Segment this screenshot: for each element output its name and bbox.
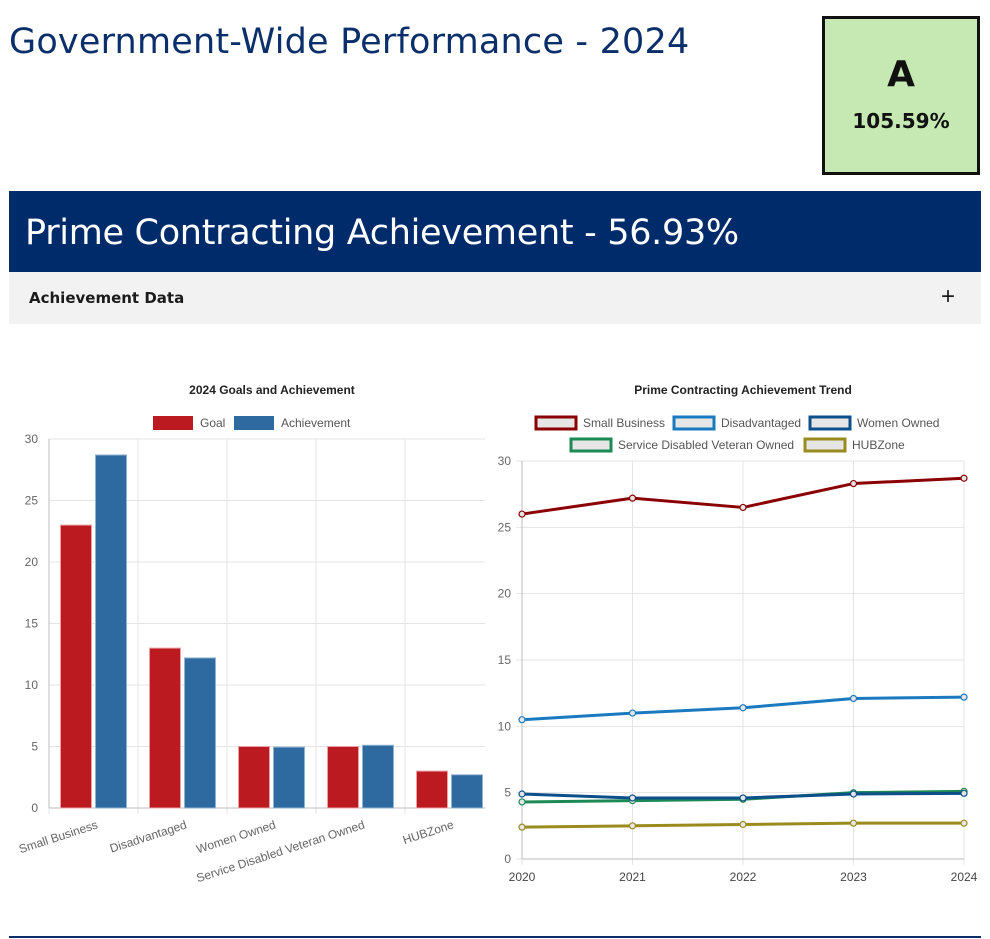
- y-tick-label: 15: [498, 653, 512, 667]
- bar: [451, 774, 483, 809]
- data-point: [518, 798, 526, 806]
- y-tick-label: 20: [498, 587, 512, 601]
- grade-percent: 105.59%: [852, 109, 950, 133]
- data-point: [628, 794, 637, 802]
- data-point: [518, 823, 526, 831]
- y-tick-label: 10: [25, 678, 39, 692]
- x-tick-label: Service Disabled Veteran Owned: [195, 818, 367, 886]
- accordion-label: Achievement Data: [29, 289, 185, 307]
- grade-letter: A: [887, 54, 915, 95]
- data-point: [518, 510, 526, 518]
- x-tick-label: 2023: [840, 870, 867, 884]
- x-tick-label: HUBZone: [401, 817, 456, 847]
- legend-label: Small Business: [583, 416, 665, 430]
- data-point: [628, 494, 637, 502]
- legend-swatch: [153, 416, 193, 430]
- bar: [238, 746, 270, 809]
- y-tick-label: 0: [504, 852, 511, 866]
- data-point: [628, 822, 637, 830]
- y-tick-label: 0: [31, 801, 38, 815]
- legend-label: Service Disabled Veteran Owned: [618, 438, 794, 452]
- y-tick-label: 20: [25, 555, 39, 569]
- chart-title: 2024 Goals and Achievement: [189, 383, 355, 397]
- chart-title: Prime Contracting Achievement Trend: [634, 383, 852, 397]
- bar: [273, 746, 305, 809]
- bar: [149, 647, 181, 809]
- data-point: [739, 820, 747, 829]
- section-title: Prime Contracting Achievement - 56.93%: [25, 213, 739, 253]
- legend-swatch: [534, 415, 578, 431]
- data-point: [518, 790, 526, 798]
- trend-line-chart: Prime Contracting Achievement Trend Small…: [498, 383, 978, 884]
- goals-bar-chart: 2024 Goals and Achievement Goal Achievemen…: [17, 383, 485, 886]
- x-tick-label: Disadvantaged: [108, 818, 188, 856]
- legend-swatch: [808, 415, 852, 431]
- x-tick-label: 2024: [951, 870, 978, 884]
- data-point: [960, 693, 968, 701]
- data-point: [960, 474, 968, 482]
- page-title: Government-Wide Performance - 2024: [9, 22, 690, 62]
- legend-label: Disadvantaged: [721, 416, 801, 430]
- legend-label: Women Owned: [857, 416, 939, 430]
- x-tick-label: 2022: [730, 870, 757, 884]
- legend-label: HUBZone: [852, 438, 905, 452]
- y-tick-label: 5: [31, 740, 38, 754]
- bar: [327, 746, 359, 809]
- bar: [95, 454, 127, 809]
- bar: [184, 657, 216, 809]
- legend-label: Goal: [200, 416, 225, 430]
- x-tick-label: Small Business: [17, 818, 99, 857]
- data-point: [849, 790, 858, 798]
- data-point: [849, 694, 858, 703]
- legend-swatch: [569, 437, 613, 453]
- y-tick-label: 15: [25, 617, 39, 631]
- footer-divider: [9, 936, 981, 938]
- legend-swatch: [672, 415, 716, 431]
- data-point: [960, 789, 968, 797]
- achievement-data-accordion[interactable]: Achievement Data +: [9, 272, 981, 324]
- section-banner: Prime Contracting Achievement - 56.93%: [9, 191, 981, 272]
- data-point: [739, 794, 747, 802]
- y-tick-label: 10: [498, 719, 512, 733]
- bar: [60, 524, 92, 809]
- data-point: [849, 819, 858, 827]
- data-point: [518, 716, 526, 724]
- bar: [416, 770, 448, 809]
- data-point: [628, 709, 637, 717]
- x-tick-label: 2021: [619, 870, 646, 884]
- legend-swatch: [234, 416, 274, 430]
- data-point: [739, 503, 747, 512]
- y-tick-label: 30: [25, 432, 39, 446]
- x-tick-label: 2020: [509, 870, 536, 884]
- y-tick-label: 5: [504, 786, 511, 800]
- grade-badge: A 105.59%: [822, 16, 980, 175]
- legend-label: Achievement: [281, 416, 351, 430]
- y-tick-label: 30: [498, 454, 512, 468]
- data-point: [739, 704, 747, 712]
- y-tick-label: 25: [25, 494, 39, 508]
- plus-icon[interactable]: +: [937, 284, 959, 310]
- legend-swatch: [803, 437, 847, 453]
- y-tick-label: 25: [498, 520, 512, 534]
- bar: [362, 744, 394, 809]
- data-point: [849, 479, 858, 488]
- data-point: [960, 819, 968, 827]
